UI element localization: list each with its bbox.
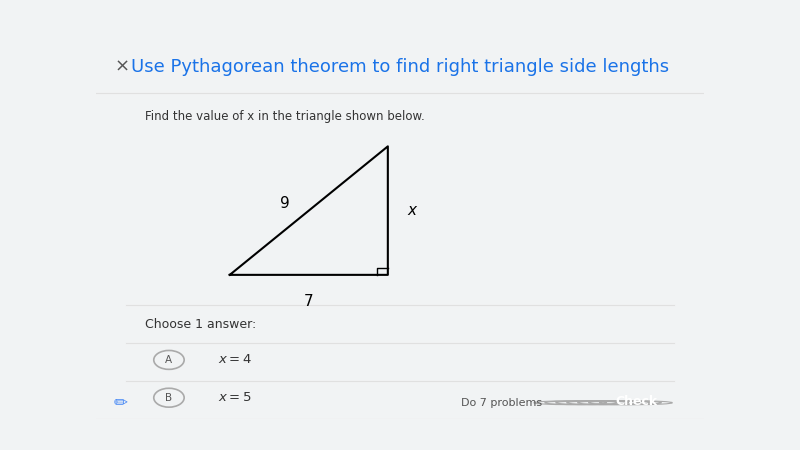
Text: $x = 5$: $x = 5$ [218,391,251,404]
Text: B: B [166,393,173,403]
Text: ×: × [114,58,130,76]
Text: ✏: ✏ [114,394,127,412]
Text: 9: 9 [280,196,290,211]
Text: Choose 1 answer:: Choose 1 answer: [145,318,256,330]
Text: 7: 7 [304,294,314,309]
Text: Check: Check [615,395,657,408]
Text: Do 7 problems: Do 7 problems [461,398,542,408]
Text: Use Pythagorean theorem to find right triangle side lengths: Use Pythagorean theorem to find right tr… [131,58,669,76]
Text: Find the value of x in the triangle shown below.: Find the value of x in the triangle show… [145,110,424,122]
Text: x: x [408,203,417,218]
Text: A: A [166,355,173,365]
Text: $x = 4$: $x = 4$ [218,353,252,366]
